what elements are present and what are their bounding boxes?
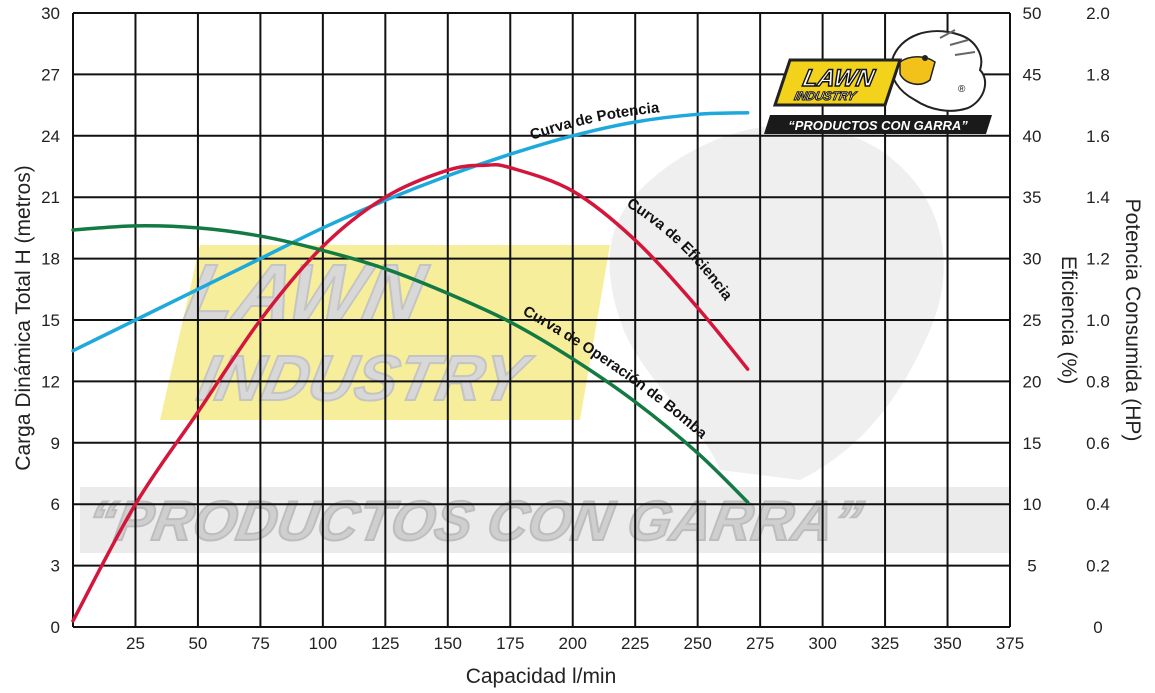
logo-brand-line2: INDUSTRY [793,89,858,103]
lawn-industry-logo: LAWN INDUSTRY ® “PRODUCTOS CON GARRA” [764,29,992,134]
y-right-efficiency-title: Eficiencia (%) [1057,256,1080,384]
x-tick-label: 150 [434,634,462,653]
y-right-power-tick-label: 2.0 [1086,4,1110,23]
y-right-power-tick-label: 0 [1093,618,1102,637]
x-tick-label: 225 [621,634,649,653]
y-left-tick-label: 6 [51,495,60,514]
watermark-slogan: “PRODUCTOS CON GARRA” [83,489,868,552]
y-left-tick-label: 21 [41,188,60,207]
x-tick-label: 350 [933,634,961,653]
x-tick-label: 125 [371,634,399,653]
logo-registered-mark: ® [958,84,966,95]
y-left-tick-label: 24 [41,127,60,146]
x-tick-label: 100 [309,634,337,653]
logo-slogan-band [764,115,992,134]
y-right-efficiency-tick-label: 40 [1023,127,1042,146]
eagle-head-icon [890,29,987,112]
x-axis-ticks: 25 50 75 100 125 150 175 200 225 250 275 300 325 350 3… [126,634,1024,653]
x-tick-label: 200 [559,634,587,653]
y-right-power-tick-label: 0.4 [1086,495,1110,514]
logo-yellow-banner [772,58,903,107]
x-tick-label: 375 [996,634,1024,653]
y-left-tick-label: 12 [41,372,60,391]
y-right-efficiency-tick-label: 30 [1023,250,1042,269]
x-tick-label: 275 [746,634,774,653]
y-left-tick-label: 0 [51,618,60,637]
x-tick-label: 175 [496,634,524,653]
y-right-efficiency-tick-label: 45 [1023,65,1042,84]
y-right-efficiency-tick-label: 25 [1023,311,1042,330]
y-right-power-tick-label: 1.0 [1086,311,1110,330]
y-right-power-tick-label: 1.8 [1086,65,1110,84]
y-left-axis-title: Carga Dinámica Total H (metros) [12,165,35,470]
watermark-slogan-band [80,487,1010,553]
y-right-efficiency-tick-label: 15 [1023,434,1042,453]
logo-slogan: “PRODUCTOS CON GARRA” [788,118,968,133]
y-left-tick-label: 3 [51,557,60,576]
y-right-efficiency-tick-label: 20 [1023,372,1042,391]
y-right-power-tick-label: 0.6 [1086,434,1110,453]
y-right-power-tick-label: 0.2 [1086,557,1110,576]
power-curve [71,111,750,353]
x-tick-label: 325 [871,634,899,653]
y-right-efficiency-tick-label: 10 [1023,495,1042,514]
y-right-efficiency-tick-label: 50 [1023,4,1042,23]
y-right-efficiency-tick-label: 5 [1027,557,1036,576]
watermark-eagle-silhouette [609,124,944,480]
x-tick-label: 50 [188,634,207,653]
y-left-tick-label: 18 [41,250,60,269]
y-right-power-tick-label: 1.6 [1086,127,1110,146]
y-right-efficiency-tick-label: 35 [1023,188,1042,207]
y-left-tick-label: 9 [51,434,60,453]
y-left-tick-label: 27 [41,65,60,84]
x-tick-label: 25 [126,634,145,653]
x-axis-title: Capacidad l/min [466,665,617,688]
y-left-axis-ticks: 0 3 6 9 12 15 18 21 24 27 30 [41,4,60,637]
y-left-tick-label: 30 [41,4,60,23]
watermark-brand-line2: INDUSTRY [192,342,539,414]
y-right-efficiency-ticks: 5 10 15 20 25 30 35 40 45 50 [1023,4,1042,576]
pump-operation-curve [71,224,750,504]
watermark-brand-line1: LAWN [178,249,434,338]
y-right-power-title: Potencia Consumida (HP) [1121,199,1144,442]
x-tick-label: 300 [808,634,836,653]
background-watermark: LAWN INDUSTRY “PRODUCTOS CON GARRA” [80,124,1010,553]
logo-brand-line1: LAWN [800,65,877,92]
y-left-tick-label: 15 [41,311,60,330]
y-right-power-tick-label: 1.2 [1086,250,1110,269]
efficiency-curve [71,162,750,623]
x-tick-label: 250 [683,634,711,653]
y-right-power-tick-label: 1.4 [1086,188,1110,207]
y-right-power-ticks: 0 0.2 0.4 0.6 0.8 1.0 1.2 1.4 1.6 1.8 2.0 [1086,4,1110,637]
x-tick-label: 75 [251,634,270,653]
y-right-power-tick-label: 0.8 [1086,372,1110,391]
chart-series [71,111,750,623]
